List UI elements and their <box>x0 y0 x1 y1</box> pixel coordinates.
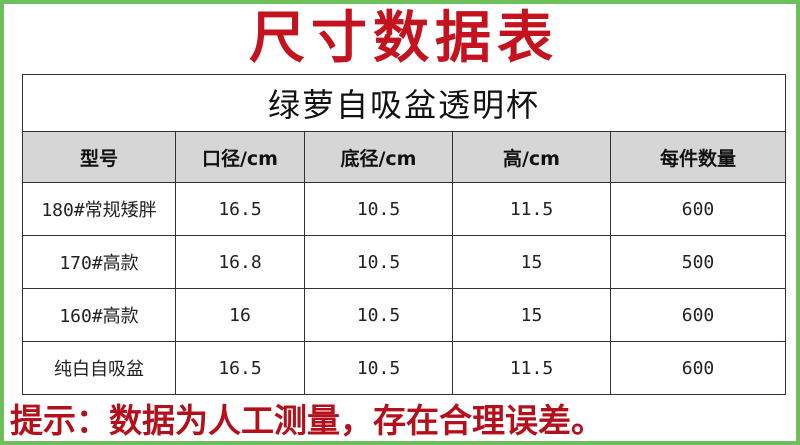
table-row: 160#高款 16 10.5 15 600 <box>22 288 786 342</box>
cell-bottom-diameter: 10.5 <box>304 288 453 342</box>
cell-top-diameter: 16.5 <box>175 341 305 395</box>
cell-quantity: 500 <box>610 235 786 289</box>
cell-model: 160#高款 <box>22 288 176 342</box>
cell-top-diameter: 16.5 <box>175 182 305 236</box>
table-row: 纯白自吸盆 16.5 10.5 11.5 600 <box>22 341 786 395</box>
cell-bottom-diameter: 10.5 <box>304 182 453 236</box>
cell-quantity: 600 <box>610 341 786 395</box>
cell-height: 15 <box>452 235 611 289</box>
cell-model: 170#高款 <box>22 235 176 289</box>
cell-height: 11.5 <box>452 341 611 395</box>
cell-top-diameter: 16.8 <box>175 235 305 289</box>
cell-model: 纯白自吸盆 <box>22 341 176 395</box>
header-bottom-diameter: 底径/cm <box>304 131 453 183</box>
table-caption-row: 绿萝自吸盆透明杯 <box>22 74 786 132</box>
cell-model: 180#常规矮胖 <box>22 182 176 236</box>
page-title: 尺寸数据表 <box>249 6 559 71</box>
cell-bottom-diameter: 10.5 <box>304 235 453 289</box>
header-height: 高/cm <box>452 131 611 183</box>
cell-quantity: 600 <box>610 182 786 236</box>
table-caption: 绿萝自吸盆透明杯 <box>22 74 786 132</box>
header-quantity: 每件数量 <box>610 131 786 183</box>
size-table: 绿萝自吸盆透明杯 型号 口径/cm 底径/cm 高/cm 每件数量 180#常规… <box>22 74 786 395</box>
cell-height: 11.5 <box>452 182 611 236</box>
measurement-note: 提示：数据为人工测量，存在合理误差。 <box>10 401 604 440</box>
table-row: 180#常规矮胖 16.5 10.5 11.5 600 <box>22 182 786 236</box>
cell-bottom-diameter: 10.5 <box>304 341 453 395</box>
cell-quantity: 600 <box>610 288 786 342</box>
table-header-row: 型号 口径/cm 底径/cm 高/cm 每件数量 <box>22 131 786 183</box>
cell-height: 15 <box>452 288 611 342</box>
header-top-diameter: 口径/cm <box>175 131 305 183</box>
header-model: 型号 <box>22 131 176 183</box>
table-row: 170#高款 16.8 10.5 15 500 <box>22 235 786 289</box>
cell-top-diameter: 16 <box>175 288 305 342</box>
